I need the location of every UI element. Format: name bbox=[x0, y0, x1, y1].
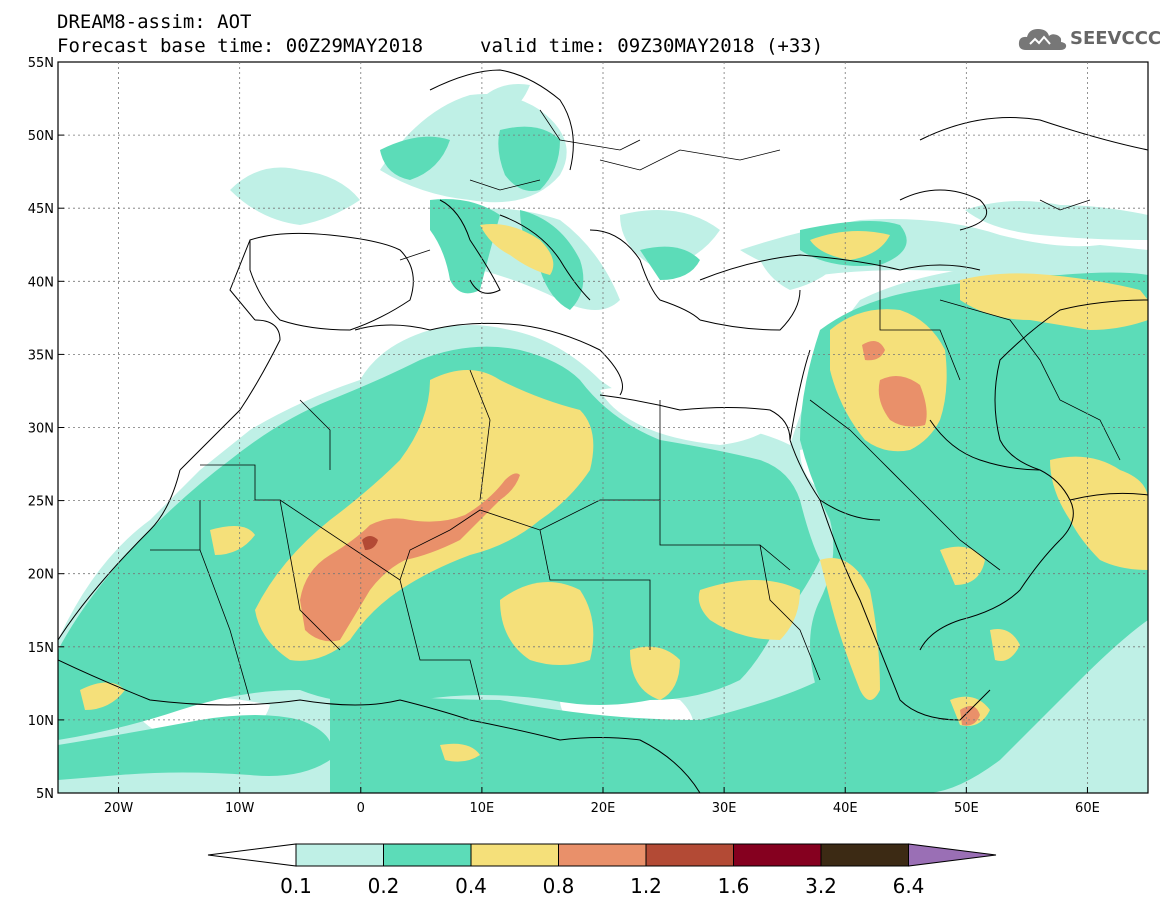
forecast-base-time: Forecast base time: 00Z29MAY2018 bbox=[57, 35, 424, 57]
latitude-labels: 55N 50N 45N 40N 35N 30N 25N 20N 15N 10N 5N bbox=[28, 56, 64, 802]
colorbar-segment bbox=[645, 843, 734, 867]
lon-label: 50E bbox=[954, 801, 979, 816]
lat-label: 40N bbox=[28, 275, 54, 290]
map-title: DREAM8-assim: AOT bbox=[57, 11, 252, 33]
lat-label: 55N bbox=[28, 56, 54, 71]
lat-label: 45N bbox=[28, 202, 54, 217]
colorbar: 0.1 0.2 0.4 0.8 1.2 1.6 3.2 6.4 bbox=[207, 843, 997, 898]
colorbar-label: 3.2 bbox=[805, 874, 837, 898]
colorbar-label: 6.4 bbox=[893, 874, 925, 898]
lon-label: 10E bbox=[470, 801, 495, 816]
longitude-labels: 20W 10W 0 10E 20E 30E 40E 50E 60E bbox=[104, 787, 1100, 816]
lat-label: 50N bbox=[28, 129, 54, 144]
graticule bbox=[58, 62, 1148, 793]
aot-level-0.8 bbox=[300, 341, 980, 726]
colorbar-segment bbox=[383, 843, 472, 867]
lat-label: 35N bbox=[28, 348, 54, 363]
aot-level-1.2 bbox=[362, 536, 378, 550]
colorbar-high-arrow bbox=[908, 843, 997, 867]
lon-label: 60E bbox=[1075, 801, 1100, 816]
lat-label: 5N bbox=[36, 787, 54, 802]
colorbar-label: 1.6 bbox=[718, 874, 750, 898]
valid-time: valid time: 09Z30MAY2018 (+33) bbox=[480, 35, 824, 57]
lat-label: 30N bbox=[28, 422, 54, 437]
lon-label: 0 bbox=[357, 801, 365, 816]
colorbar-label: 1.2 bbox=[630, 874, 662, 898]
lon-label: 10W bbox=[225, 801, 255, 816]
colorbar-segment bbox=[820, 843, 909, 867]
colorbar-segment bbox=[733, 843, 822, 867]
lon-label: 20W bbox=[104, 801, 134, 816]
colorbar-label: 0.2 bbox=[368, 874, 400, 898]
lon-label: 30E bbox=[712, 801, 737, 816]
lon-label: 20E bbox=[591, 801, 616, 816]
colorbar-segment bbox=[558, 843, 647, 867]
cloud-logo-icon bbox=[1018, 29, 1067, 50]
colorbar-segment bbox=[295, 843, 384, 867]
lat-label: 10N bbox=[28, 714, 54, 729]
lat-label: 25N bbox=[28, 495, 54, 510]
lat-label: 15N bbox=[28, 641, 54, 656]
lat-label: 20N bbox=[28, 568, 54, 583]
colorbar-label: 0.8 bbox=[543, 874, 575, 898]
lon-label: 40E bbox=[833, 801, 858, 816]
colorbar-label: 0.4 bbox=[455, 874, 487, 898]
colorbar-segment bbox=[470, 843, 559, 867]
country-borders bbox=[150, 109, 1121, 701]
coastlines bbox=[58, 69, 1148, 793]
logo-text: SEEVCCC bbox=[1070, 28, 1162, 49]
colorbar-low-arrow bbox=[207, 843, 297, 867]
aot-contours bbox=[58, 69, 1148, 793]
colorbar-label: 0.1 bbox=[280, 874, 312, 898]
